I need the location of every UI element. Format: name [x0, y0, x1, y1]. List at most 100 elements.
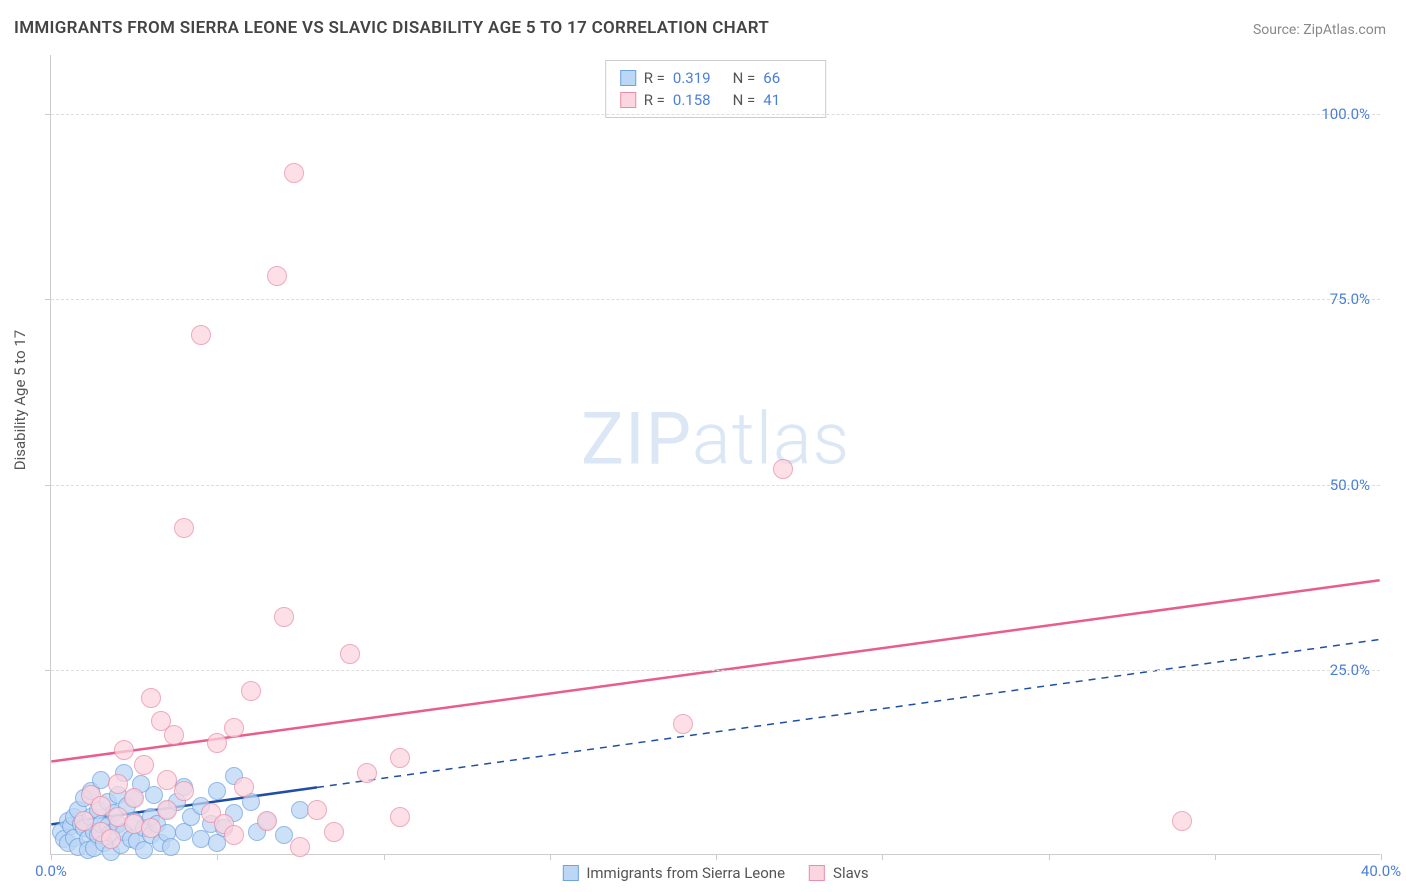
scatter-point: [182, 808, 200, 826]
scatter-point: [75, 819, 93, 837]
y-tick: [45, 114, 51, 115]
scatter-point: [102, 824, 120, 842]
y-tick: [45, 670, 51, 671]
scatter-point: [142, 826, 160, 844]
scatter-point: [59, 834, 77, 852]
scatter-point: [258, 812, 276, 830]
x-tick: [217, 854, 218, 860]
stats-row: R =0.319 N =66: [620, 67, 812, 89]
x-tick-label: 40.0%: [1361, 862, 1401, 880]
trend-lines-layer: [51, 55, 1380, 854]
legend-item: Immigrants from Sierra Leone: [562, 864, 785, 882]
scatter-point: [108, 774, 128, 794]
scatter-point: [151, 711, 171, 731]
scatter-point: [257, 811, 277, 831]
y-tick: [45, 299, 51, 300]
scatter-point: [52, 823, 70, 841]
scatter-point: [267, 266, 287, 286]
scatter-point: [390, 748, 410, 768]
scatter-point: [175, 823, 193, 841]
scatter-point: [174, 781, 194, 801]
scatter-point: [224, 825, 244, 845]
scatter-point: [145, 786, 163, 804]
scatter-point: [99, 793, 117, 811]
scatter-point: [307, 800, 327, 820]
scatter-point: [207, 733, 227, 753]
scatter-point: [105, 804, 123, 822]
plot-area: ZIPatlas R =0.319 N =66R =0.158 N =41 Im…: [50, 55, 1380, 855]
source-attribution: Source: ZipAtlas.com: [1253, 22, 1386, 38]
scatter-point: [202, 815, 220, 833]
x-tick: [384, 854, 385, 860]
scatter-point: [242, 793, 260, 811]
scatter-point: [248, 823, 266, 841]
stats-r-value: 0.158: [673, 89, 721, 111]
scatter-point: [114, 740, 134, 760]
scatter-point: [92, 815, 110, 833]
scatter-point: [274, 607, 294, 627]
scatter-point: [175, 778, 193, 796]
scatter-point: [81, 785, 101, 805]
stats-n-label: N =: [729, 67, 755, 89]
scatter-point: [82, 782, 100, 800]
scatter-point: [65, 829, 83, 847]
scatter-point: [125, 812, 143, 830]
scatter-point: [108, 807, 128, 827]
scatter-point: [225, 804, 243, 822]
scatter-point: [72, 815, 90, 833]
scatter-point: [112, 836, 130, 854]
gridline: [51, 299, 1380, 300]
scatter-point: [128, 832, 146, 850]
y-tick-label: 50.0%: [1330, 476, 1370, 494]
scatter-point: [157, 800, 177, 820]
stats-n-value: 41: [763, 89, 811, 111]
trend-line-dashed: [317, 639, 1380, 787]
scatter-point: [89, 826, 107, 844]
source-link[interactable]: ZipAtlas.com: [1303, 22, 1386, 38]
scatter-point: [135, 819, 153, 837]
scatter-point: [224, 718, 244, 738]
scatter-point: [284, 163, 304, 183]
scatter-point: [122, 830, 140, 848]
watermark: ZIPatlas: [581, 396, 850, 481]
watermark-light: atlas: [692, 396, 850, 481]
scatter-point: [91, 822, 111, 842]
stats-row: R = 0.158 N = 41: [620, 89, 812, 111]
scatter-point: [324, 822, 344, 842]
trend-line: [51, 580, 1379, 761]
scatter-point: [215, 819, 233, 837]
scatter-point: [192, 830, 210, 848]
source-prefix: Source:: [1253, 22, 1303, 38]
scatter-point: [152, 834, 170, 852]
scatter-point: [125, 789, 143, 807]
scatter-point: [65, 808, 83, 826]
scatter-point: [214, 814, 234, 834]
scatter-point: [85, 823, 103, 841]
scatter-point: [102, 843, 120, 861]
scatter-point: [340, 644, 360, 664]
stats-r-label: R =: [644, 89, 665, 111]
scatter-point: [62, 817, 80, 835]
scatter-point: [124, 814, 144, 834]
scatter-point: [208, 782, 226, 800]
trend-line-solid: [51, 787, 317, 824]
scatter-point: [157, 770, 177, 790]
scatter-point: [141, 818, 161, 838]
stats-n-label: N =: [729, 89, 755, 111]
x-tick: [716, 854, 717, 860]
scatter-point: [201, 803, 221, 823]
x-tick: [1381, 854, 1382, 860]
legend-label: Slavs: [833, 864, 869, 882]
scatter-point: [75, 789, 93, 807]
scatter-point: [59, 812, 77, 830]
stats-n-value: 66: [763, 67, 811, 89]
scatter-point: [109, 786, 127, 804]
series-swatch: [620, 92, 636, 108]
scatter-point: [208, 834, 226, 852]
scatter-point: [85, 839, 103, 857]
scatter-point: [95, 834, 113, 852]
x-tick-label: 0.0%: [35, 862, 67, 880]
scatter-point: [291, 801, 309, 819]
scatter-point: [174, 518, 194, 538]
scatter-point: [69, 838, 87, 856]
